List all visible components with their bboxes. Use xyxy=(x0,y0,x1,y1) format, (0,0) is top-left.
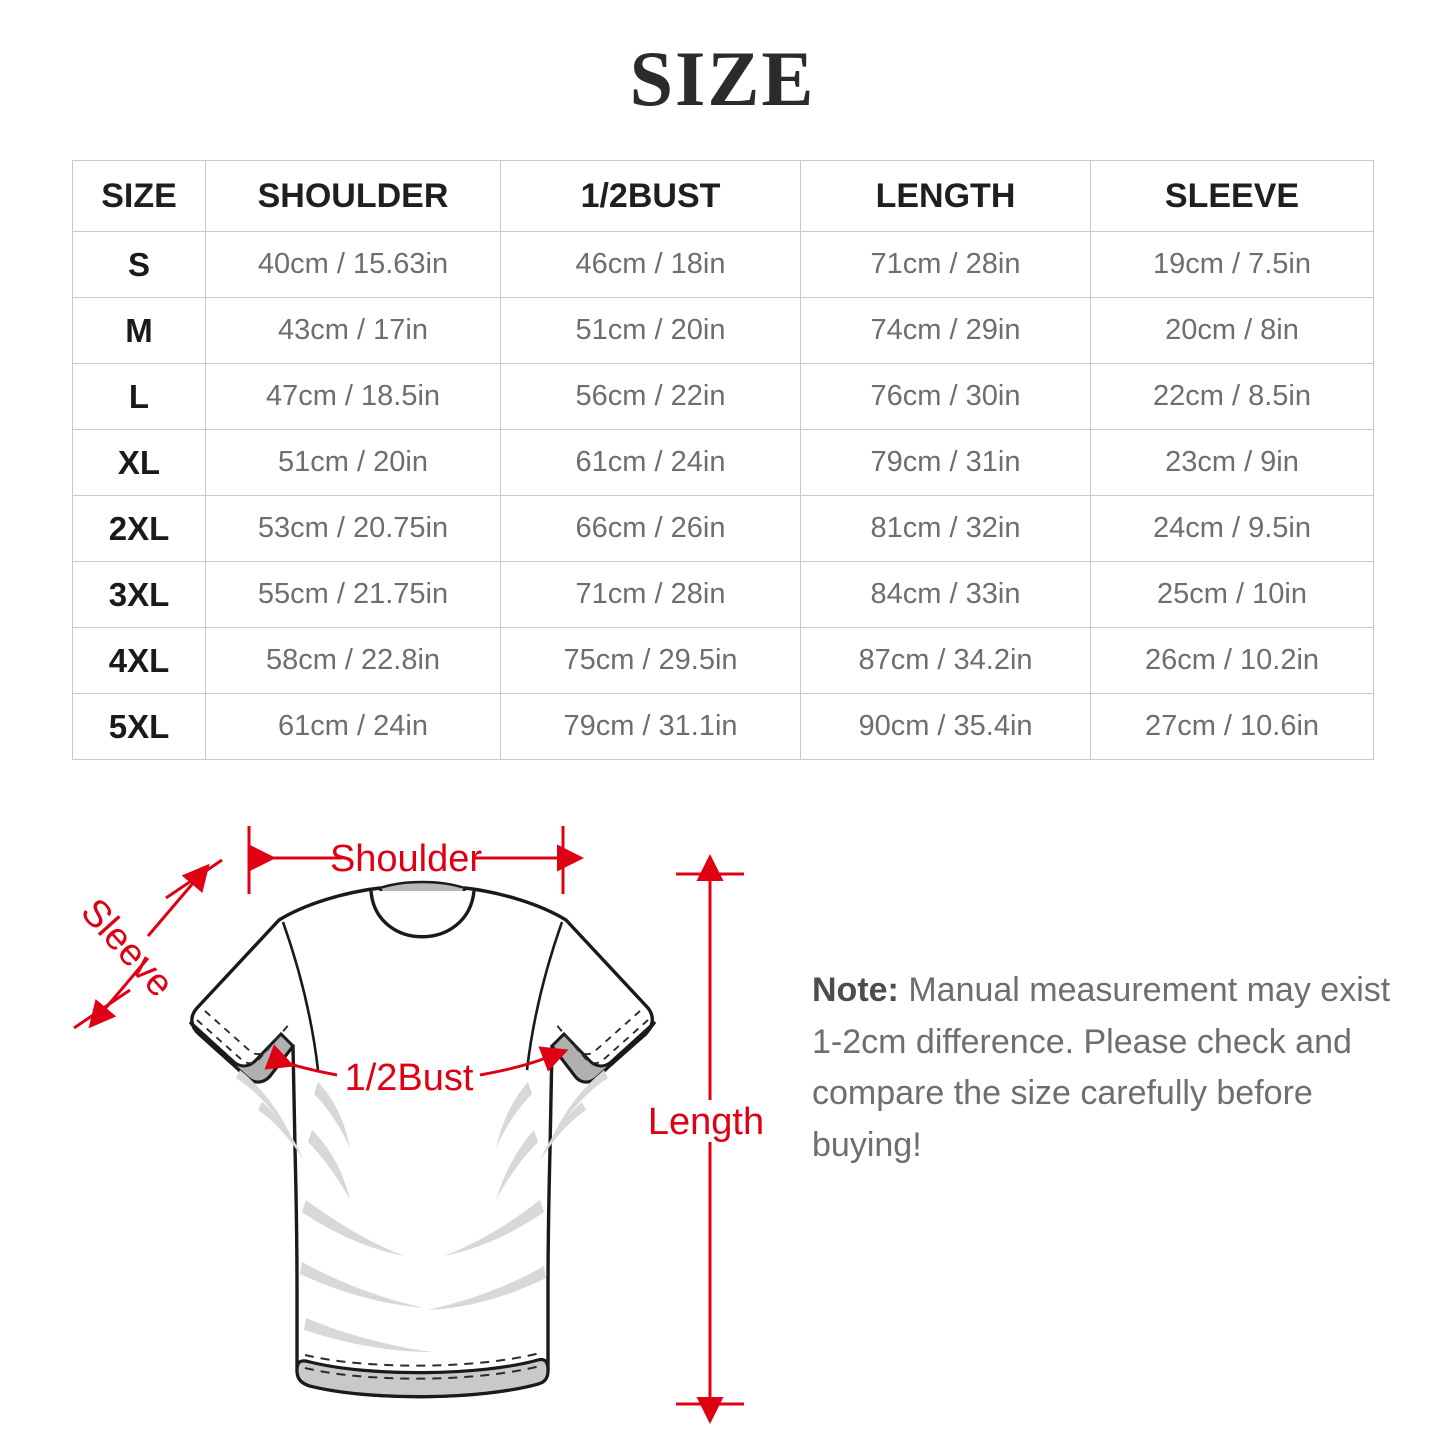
cell-size: 3XL xyxy=(72,561,206,628)
cell-size: L xyxy=(72,363,206,430)
cell-size: XL xyxy=(72,429,206,496)
cell-length: 74cm / 29in xyxy=(800,297,1091,364)
cell-length: 90cm / 35.4in xyxy=(800,693,1091,760)
cell-shoulder: 51cm / 20in xyxy=(205,429,501,496)
bottom-hem-stitch-1 xyxy=(304,1352,541,1367)
table-row: 3XL 55cm / 21.75in 71cm / 28in 84cm / 33… xyxy=(72,561,1374,628)
cell-length: 81cm / 32in xyxy=(800,495,1091,562)
table-row: 5XL 61cm / 24in 79cm / 31.1in 90cm / 35.… xyxy=(72,693,1374,760)
column-header-bust: 1/2BUST xyxy=(500,160,801,232)
table-header-row: SIZE SHOULDER 1/2BUST LENGTH SLEEVE xyxy=(72,160,1374,232)
cell-shoulder: 58cm / 22.8in xyxy=(205,627,501,694)
bust-measure-annotation: 1/2Bust xyxy=(264,1044,569,1099)
sleeve-cuff-right-stitch xyxy=(560,1019,649,1065)
cell-length: 79cm / 31in xyxy=(800,429,1091,496)
cell-shoulder: 55cm / 21.75in xyxy=(205,561,501,628)
cell-size: M xyxy=(72,297,206,364)
tshirt-measurement-diagram: Shoulder Sleeve 1/2Bust xyxy=(0,770,800,1445)
cell-shoulder: 53cm / 20.75in xyxy=(205,495,501,562)
cell-bust: 79cm / 31.1in xyxy=(500,693,801,760)
column-header-size: SIZE xyxy=(72,160,206,232)
column-header-sleeve: SLEEVE xyxy=(1090,160,1374,232)
bust-label: 1/2Bust xyxy=(345,1057,474,1099)
cell-sleeve: 20cm / 8in xyxy=(1090,297,1374,364)
bottom-hem-stitch-2 xyxy=(304,1365,541,1380)
sleeve-cuff-right-stitch2 xyxy=(553,1010,641,1056)
cell-sleeve: 24cm / 9.5in xyxy=(1090,495,1374,562)
cell-size: 2XL xyxy=(72,495,206,562)
size-table: SIZE SHOULDER 1/2BUST LENGTH SLEEVE S 40… xyxy=(72,160,1374,760)
cell-shoulder: 61cm / 24in xyxy=(205,693,501,760)
cell-shoulder: 43cm / 17in xyxy=(205,297,501,364)
sleeve-cuff-right xyxy=(550,1020,657,1084)
sleeve-tick-bottom xyxy=(73,988,131,1030)
sleeve-arrow-up xyxy=(146,863,210,937)
sleeve-tick-top xyxy=(165,858,223,900)
neckline-front xyxy=(369,890,476,939)
shoulder-measure-annotation: Shoulder xyxy=(247,826,584,894)
page-title: SIZE xyxy=(629,35,816,122)
sleeve-cuff-left-stitch xyxy=(196,1019,285,1065)
cell-size: S xyxy=(72,231,206,298)
table-row: 2XL 53cm / 20.75in 66cm / 26in 81cm / 32… xyxy=(72,495,1374,562)
cell-sleeve: 23cm / 9in xyxy=(1090,429,1374,496)
bust-arrow-right xyxy=(479,1046,569,1077)
cell-length: 84cm / 33in xyxy=(800,561,1091,628)
shoulder-seam-right xyxy=(525,921,564,1071)
note-label: Note: xyxy=(812,971,899,1009)
table-row: M 43cm / 17in 51cm / 20in 74cm / 29in 20… xyxy=(72,297,1374,364)
cell-bust: 66cm / 26in xyxy=(500,495,801,562)
cell-length: 87cm / 34.2in xyxy=(800,627,1091,694)
cell-size: 5XL xyxy=(72,693,206,760)
table-row: L 47cm / 18.5in 56cm / 22in 76cm / 30in … xyxy=(72,363,1374,430)
shoulder-label: Shoulder xyxy=(330,838,482,880)
cell-sleeve: 22cm / 8.5in xyxy=(1090,363,1374,430)
cell-shoulder: 40cm / 15.63in xyxy=(205,231,501,298)
table-row: S 40cm / 15.63in 46cm / 18in 71cm / 28in… xyxy=(72,231,1374,298)
cell-sleeve: 25cm / 10in xyxy=(1090,561,1374,628)
length-label: Length xyxy=(648,1101,764,1143)
tshirt-outline xyxy=(190,886,654,1399)
column-header-shoulder: SHOULDER xyxy=(205,160,501,232)
sleeve-label: Sleeve xyxy=(72,891,181,1005)
tshirt-illustration xyxy=(188,880,657,1399)
cell-bust: 56cm / 22in xyxy=(500,363,801,430)
measurement-note: Note: Manual measurement may exist 1-2cm… xyxy=(812,965,1392,1172)
cell-bust: 51cm / 20in xyxy=(500,297,801,364)
table-row: 4XL 58cm / 22.8in 75cm / 29.5in 87cm / 3… xyxy=(72,627,1374,694)
cell-length: 71cm / 28in xyxy=(800,231,1091,298)
cell-bust: 75cm / 29.5in xyxy=(500,627,801,694)
cell-bust: 46cm / 18in xyxy=(500,231,801,298)
cell-shoulder: 47cm / 18.5in xyxy=(205,363,501,430)
column-header-length: LENGTH xyxy=(800,160,1091,232)
cell-size: 4XL xyxy=(72,627,206,694)
shoulder-seam-left xyxy=(281,921,320,1071)
cell-sleeve: 19cm / 7.5in xyxy=(1090,231,1374,298)
cell-sleeve: 26cm / 10.2in xyxy=(1090,627,1374,694)
table-row: XL 51cm / 20in 61cm / 24in 79cm / 31in 2… xyxy=(72,429,1374,496)
cell-bust: 61cm / 24in xyxy=(500,429,801,496)
cell-length: 76cm / 30in xyxy=(800,363,1091,430)
length-measure-annotation: Length xyxy=(648,854,764,1424)
bust-arrow-left xyxy=(264,1044,338,1077)
cell-sleeve: 27cm / 10.6in xyxy=(1090,693,1374,760)
sleeve-arrow-down xyxy=(88,957,150,1029)
cell-bust: 71cm / 28in xyxy=(500,561,801,628)
note-text: Manual measurement may exist 1-2cm diffe… xyxy=(812,971,1391,1165)
fabric-folds xyxy=(236,1070,608,1352)
